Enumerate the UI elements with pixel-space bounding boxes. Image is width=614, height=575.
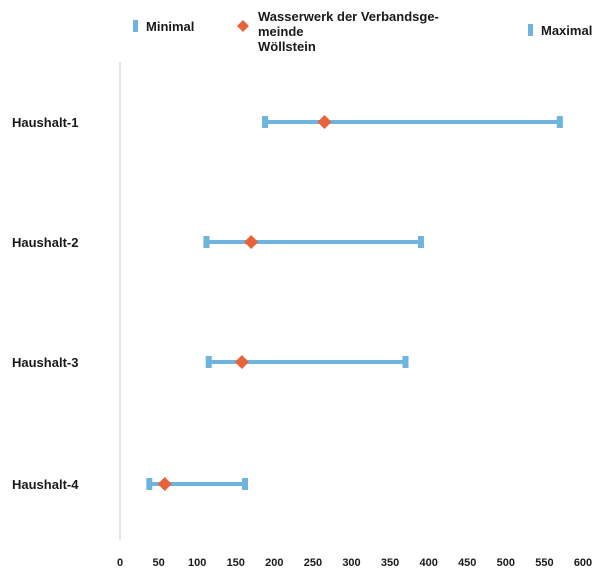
x-tick-label: 0 (117, 557, 123, 569)
x-tick-label: 300 (342, 557, 360, 569)
x-tick-label: 200 (265, 557, 283, 569)
x-tick-label: 250 (304, 557, 322, 569)
x-tick-label: 100 (188, 557, 206, 569)
x-tick-label: 450 (458, 557, 476, 569)
wasserwerk-marker (157, 477, 172, 491)
wasserwerk-marker (234, 355, 249, 369)
maximal-marker (556, 116, 563, 128)
minimal-marker (203, 236, 210, 248)
x-tick-label: 50 (152, 557, 164, 569)
x-tick-label: 150 (227, 557, 245, 569)
category-label: Haushalt-3 (12, 355, 78, 370)
legend-wasserwerk-swatch (237, 20, 249, 32)
x-tick-label: 350 (381, 557, 399, 569)
maximal-marker (402, 356, 409, 368)
legend: Minimal Wasserwerk der Verbandsge-meinde W… (133, 9, 592, 54)
legend-maximal-label: Maximal (541, 23, 592, 38)
legend-minimal-swatch (133, 20, 138, 32)
x-tick-labels: 0 50 100 150 200 250 300 350 400 450 500 550 600 (117, 557, 592, 569)
minimal-marker (146, 478, 153, 490)
legend-minimal-label: Minimal (146, 19, 194, 34)
minimal-marker (262, 116, 269, 128)
category-labels: Haushalt-1 Haushalt-2 Haushalt-3 Haushalt-4 (12, 115, 79, 492)
x-tick-label: 400 (419, 557, 437, 569)
minimal-marker (205, 356, 212, 368)
x-tick-label: 550 (535, 557, 553, 569)
category-label: Haushalt-2 (12, 235, 78, 250)
range-bars (146, 115, 563, 491)
category-label: Haushalt-1 (12, 115, 78, 130)
x-tick-label: 600 (574, 557, 592, 569)
legend-maximal-swatch (528, 24, 533, 36)
maximal-marker (417, 236, 424, 248)
wasserwerk-marker (244, 235, 259, 249)
category-label: Haushalt-4 (12, 477, 79, 492)
wasserwerk-marker (317, 115, 332, 129)
maximal-marker (242, 478, 249, 490)
x-tick-label: 500 (497, 557, 515, 569)
legend-wasserwerk-label: Wasserwerk der Verbandsge-meinde Wöllstei… (258, 9, 439, 54)
